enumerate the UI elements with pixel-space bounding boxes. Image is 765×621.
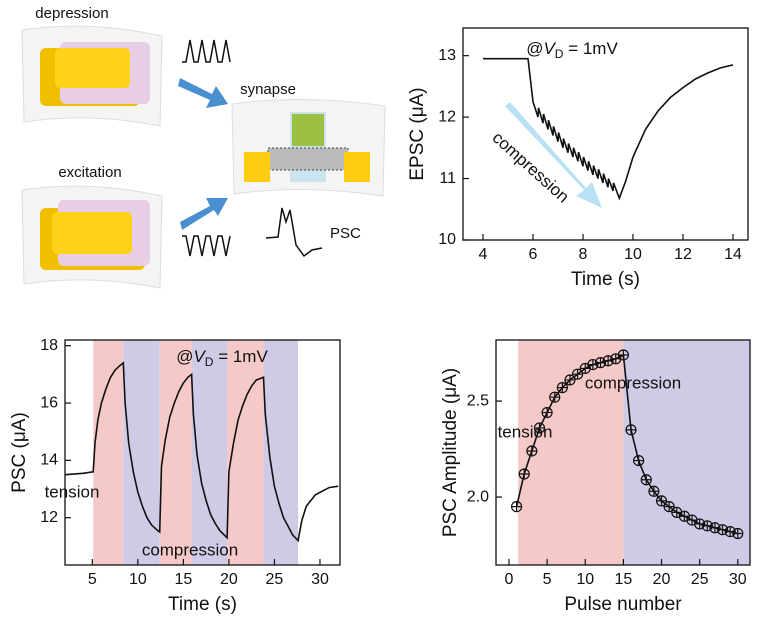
data-point xyxy=(564,374,576,386)
annotation-part: V xyxy=(193,347,206,366)
y-axis-label: PSC (μA) xyxy=(9,412,30,493)
x-tick-label: 25 xyxy=(266,571,284,588)
data-point xyxy=(617,349,629,361)
annotation: @VD = 1mV xyxy=(176,347,268,369)
x-tick-label: 30 xyxy=(729,571,747,588)
arrow xyxy=(178,78,228,108)
y-tick-label: 18 xyxy=(40,337,58,354)
y-tick-label: 2.5 xyxy=(467,392,489,409)
data-point xyxy=(655,495,668,507)
data-point xyxy=(648,485,660,497)
x-axis-label: Pulse number xyxy=(564,594,682,615)
plot-frame xyxy=(64,339,341,566)
label: depression xyxy=(35,5,108,22)
region xyxy=(123,340,160,565)
data-point xyxy=(625,424,637,436)
annotation-part: V xyxy=(543,39,556,58)
label: synapse xyxy=(240,81,296,98)
x-tick-label: 6 xyxy=(529,246,538,263)
y-tick-label: 12 xyxy=(40,509,58,526)
source xyxy=(244,152,270,182)
region xyxy=(159,340,192,565)
data-point xyxy=(510,501,523,513)
annotation-part: D xyxy=(205,355,214,369)
annotation-part: = 1mV xyxy=(213,347,268,366)
y-tick-label: 10 xyxy=(438,231,456,248)
x-tick-label: 5 xyxy=(88,571,97,588)
pulse-icon xyxy=(182,39,231,63)
data-point xyxy=(572,368,584,380)
x-tick-label: 10 xyxy=(576,571,594,588)
annotation-part: = 1mV xyxy=(563,39,618,58)
drain xyxy=(344,152,370,182)
y-tick-label: 14 xyxy=(40,452,58,469)
data-line xyxy=(64,361,339,543)
arrow xyxy=(505,102,602,208)
data-point xyxy=(518,468,530,480)
data-point xyxy=(640,474,652,486)
x-tick-label: 14 xyxy=(724,246,742,263)
x-tick-label: 30 xyxy=(311,571,329,588)
x-tick-label: 20 xyxy=(220,571,238,588)
x-tick-label: 8 xyxy=(579,246,588,263)
data-point xyxy=(556,382,568,394)
x-tick-label: 0 xyxy=(505,571,514,588)
x-tick-label: 10 xyxy=(129,571,147,588)
pad xyxy=(55,48,130,88)
psc-trace xyxy=(265,207,323,258)
y-tick-label: 12 xyxy=(438,108,456,125)
data-point xyxy=(526,445,538,457)
annotation: @VD = 1mV xyxy=(526,39,618,61)
y-axis-label: PSC Amplitude (μA) xyxy=(440,368,461,537)
x-tick-label: 12 xyxy=(674,246,692,263)
data-point xyxy=(732,527,744,540)
pulse-icon xyxy=(182,235,231,257)
data-point xyxy=(541,407,553,419)
x-axis-label: Time (s) xyxy=(571,269,640,290)
annotation: compression xyxy=(142,540,238,559)
data-line xyxy=(483,57,734,201)
annotation-part: D xyxy=(555,47,564,61)
x-tick-label: 5 xyxy=(543,571,552,588)
x-tick-label: 20 xyxy=(653,571,671,588)
plot-frame xyxy=(462,27,749,241)
y-tick-label: 16 xyxy=(40,394,58,411)
region xyxy=(93,340,124,565)
annotation: tension xyxy=(498,422,553,441)
x-axis-label: Time (s) xyxy=(168,594,237,615)
y-tick-label: 2.0 xyxy=(467,488,489,505)
arrow xyxy=(180,198,228,230)
y-axis-label: EPSC (μA) xyxy=(407,87,428,180)
label: excitation xyxy=(58,164,121,181)
label: PSC xyxy=(330,225,361,242)
device-diagram: depression excitation synapse PSC xyxy=(21,5,386,289)
y-tick-label: 11 xyxy=(439,170,456,187)
data-point xyxy=(633,455,645,467)
region xyxy=(227,340,264,565)
annotation-part: @ xyxy=(176,347,193,366)
pad xyxy=(52,212,132,254)
region xyxy=(518,340,624,565)
data-point xyxy=(549,391,561,403)
x-tick-label: 25 xyxy=(691,571,709,588)
x-tick-label: 4 xyxy=(479,246,488,263)
annotation: tension xyxy=(45,482,100,501)
x-tick-label: 15 xyxy=(614,571,632,588)
y-tick-label: 13 xyxy=(438,47,456,64)
x-tick-label: 10 xyxy=(624,246,642,263)
data-point xyxy=(533,422,546,434)
x-tick-label: 15 xyxy=(174,571,192,588)
graphene xyxy=(267,147,349,171)
data-point xyxy=(663,501,675,513)
annotation-part: @ xyxy=(526,39,543,58)
gate xyxy=(292,114,324,146)
annotation: compression xyxy=(585,373,681,392)
region xyxy=(623,340,750,565)
